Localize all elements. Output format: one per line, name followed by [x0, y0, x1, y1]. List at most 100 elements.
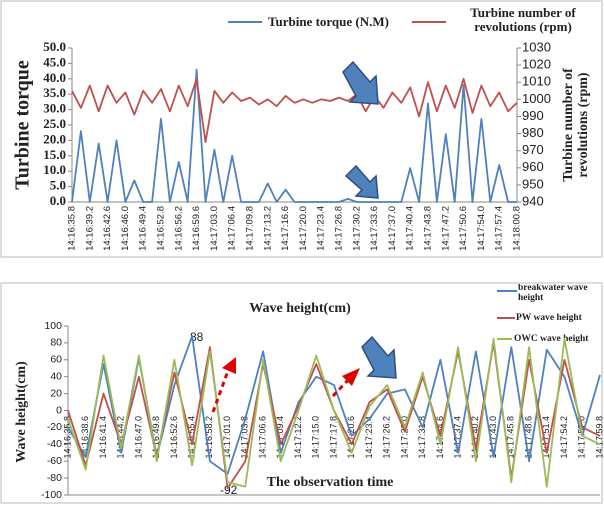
- plot-layer: 0.05.010.015.020.025.030.035.040.045.050…: [41, 39, 604, 501]
- x-tick-label: 14:17:57.0: [577, 416, 587, 459]
- y-tick-label: -100: [41, 489, 62, 501]
- x-tick-label: 14:17:12.2: [293, 416, 303, 459]
- chart-title: Wave height(cm): [249, 301, 351, 316]
- y2-tick-label: 1010: [522, 74, 551, 89]
- x-tick-label: 14:17:43.8: [423, 206, 434, 251]
- y-tick-label: 5.0: [50, 178, 66, 193]
- x-tick-label: 14:17:20.6: [346, 416, 356, 459]
- x-tick-label: 14:17:40.4: [405, 206, 416, 251]
- x-tick-label: 14:16:42.6: [102, 206, 113, 251]
- x-tick-label: 14:17:09.8: [245, 206, 256, 251]
- x-tick-label: 14:16:39.2: [84, 206, 95, 251]
- y-tick-label: 10.0: [43, 162, 66, 177]
- x-tick-label: 14:17:26.2: [382, 416, 392, 459]
- x-tick-label: 14:17:23.4: [316, 206, 327, 251]
- panel-frame: [0, 0, 603, 258]
- x-tick-label: 14:17:13.2: [262, 206, 273, 251]
- x-tick-label: 14:17:06.6: [257, 416, 267, 459]
- y2-axis-title: Turbine number of revolutions (rpm): [562, 68, 591, 182]
- y2-tick-label: 940: [522, 193, 544, 208]
- x-tick-label: 14:17:43.0: [488, 416, 498, 459]
- legend-label: breakwater wave height: [518, 284, 588, 303]
- legend-label: Turbine torque (N.M): [268, 14, 389, 29]
- y-tick-label: 0.0: [50, 193, 66, 208]
- y-tick-label: -80: [47, 472, 62, 484]
- panel-frame: [0, 282, 603, 504]
- x-tick-label: 14:17:09.4: [275, 416, 285, 459]
- y2-tick-label: 1000: [522, 91, 551, 106]
- x-tick-label: 14:17:15.0: [311, 416, 321, 459]
- y-tick-label: 20.0: [43, 131, 66, 146]
- x-tick-label: 14:16:56.2: [173, 206, 184, 251]
- x-tick-label: 14:17:51.4: [541, 416, 551, 459]
- y-tick-label: 20: [50, 387, 62, 399]
- x-tick-label: 14:17:03.8: [240, 416, 250, 459]
- y2-tick-label: 1020: [522, 57, 551, 72]
- x-tick-label: 14:17:30.2: [351, 206, 362, 251]
- x-tick-label: 14:17:29.0: [399, 416, 409, 459]
- legend-text: breakwater wave height: [518, 284, 588, 303]
- x-tick-label: 14:17:01.0: [222, 416, 232, 459]
- x-tick-label: 14:17:31.8: [417, 416, 427, 459]
- y2-tick-label: 990: [522, 108, 544, 123]
- series-line: [71, 77, 518, 143]
- y-tick-label: 35.0: [43, 85, 66, 100]
- x-tick-label: 14:16:49.4: [138, 206, 149, 251]
- y2-tick-label: 950: [522, 176, 544, 191]
- x-tick-label: 14:17:34.6: [435, 416, 445, 459]
- x-tick-label: 14:17:59.8: [594, 416, 604, 459]
- x-tick-label: 14:16:49.8: [151, 416, 161, 459]
- x-tick-label: 14:16:46.0: [120, 206, 131, 251]
- legend-label: Turbine number of revolutions (rpm): [470, 6, 575, 33]
- arrow-icon: [342, 60, 397, 379]
- x-tick-label: 14:16:59.6: [191, 206, 202, 251]
- x-tick-label: 14:16:35.8: [67, 206, 78, 251]
- annotation: -92: [220, 483, 238, 497]
- x-tick-label: 14:17:45.8: [506, 416, 516, 459]
- x-tick-label: 14:17:48.6: [523, 416, 533, 459]
- x-tick-label: 14:17:06.4: [227, 206, 238, 251]
- y-tick-label: 50.0: [43, 39, 66, 54]
- x-tick-label: 14:17:26.8: [334, 206, 345, 251]
- y-tick-label: 100: [44, 320, 62, 332]
- y-axis-title: Turbine torque: [12, 60, 34, 190]
- y-axis-title: Wave height(cm): [14, 361, 29, 463]
- y-tick-label: -20: [47, 421, 62, 433]
- x-tick-label: 14:17:47.2: [440, 206, 451, 251]
- x-tick-label: 14:17:23.4: [364, 416, 374, 459]
- x-tick-label: 14:17:16.6: [280, 206, 291, 251]
- series-line: [67, 337, 601, 488]
- x-tick-label: 14:16:52.8: [156, 206, 167, 251]
- y-tick-label: 30.0: [43, 101, 66, 116]
- x-tick-label: 14:17:33.6: [369, 206, 380, 251]
- series-line: [71, 68, 517, 203]
- y2-axis-text: Turbine number of revolutions (rpm): [562, 68, 591, 182]
- y-tick-label: 0: [56, 404, 62, 416]
- x-tick-label: 14:16:35.8: [62, 416, 72, 459]
- x-tick-label: 14:18:00.8: [512, 206, 523, 251]
- x-tick-label: 14:17:50.6: [458, 206, 469, 251]
- x-tick-label: 14:17:54.0: [476, 206, 487, 251]
- y2-tick-label: 1030: [522, 39, 551, 54]
- x-tick-label: 14:17:37.4: [453, 416, 463, 459]
- x-tick-label: 14:17:40.2: [470, 416, 480, 459]
- x-tick-label: 14:16:58.2: [204, 416, 214, 459]
- y-tick-label: 40: [50, 370, 62, 382]
- x-tick-label: 14:17:37.0: [387, 206, 398, 251]
- x-tick-label: 14:17:57.4: [494, 206, 505, 251]
- y-tick-label: 40.0: [43, 70, 66, 85]
- x-tick-label: 14:17:03.0: [209, 206, 220, 251]
- arrow-dashed: [211, 357, 360, 413]
- x-tick-label: 14:17:17.8: [328, 416, 338, 459]
- y-tick-label: 15.0: [43, 147, 66, 162]
- x-tick-label: 14:17:54.2: [559, 416, 569, 459]
- legend-label: OWC wave height: [514, 334, 589, 344]
- legend-label: PW wave height: [516, 313, 583, 323]
- x-tick-label: 14:16:52.6: [169, 416, 179, 459]
- y2-tick-label: 970: [522, 142, 544, 157]
- x-tick-label: 14:16:47.0: [133, 416, 143, 459]
- y-tick-label: 45.0: [43, 54, 66, 69]
- y2-tick-label: 980: [522, 125, 544, 140]
